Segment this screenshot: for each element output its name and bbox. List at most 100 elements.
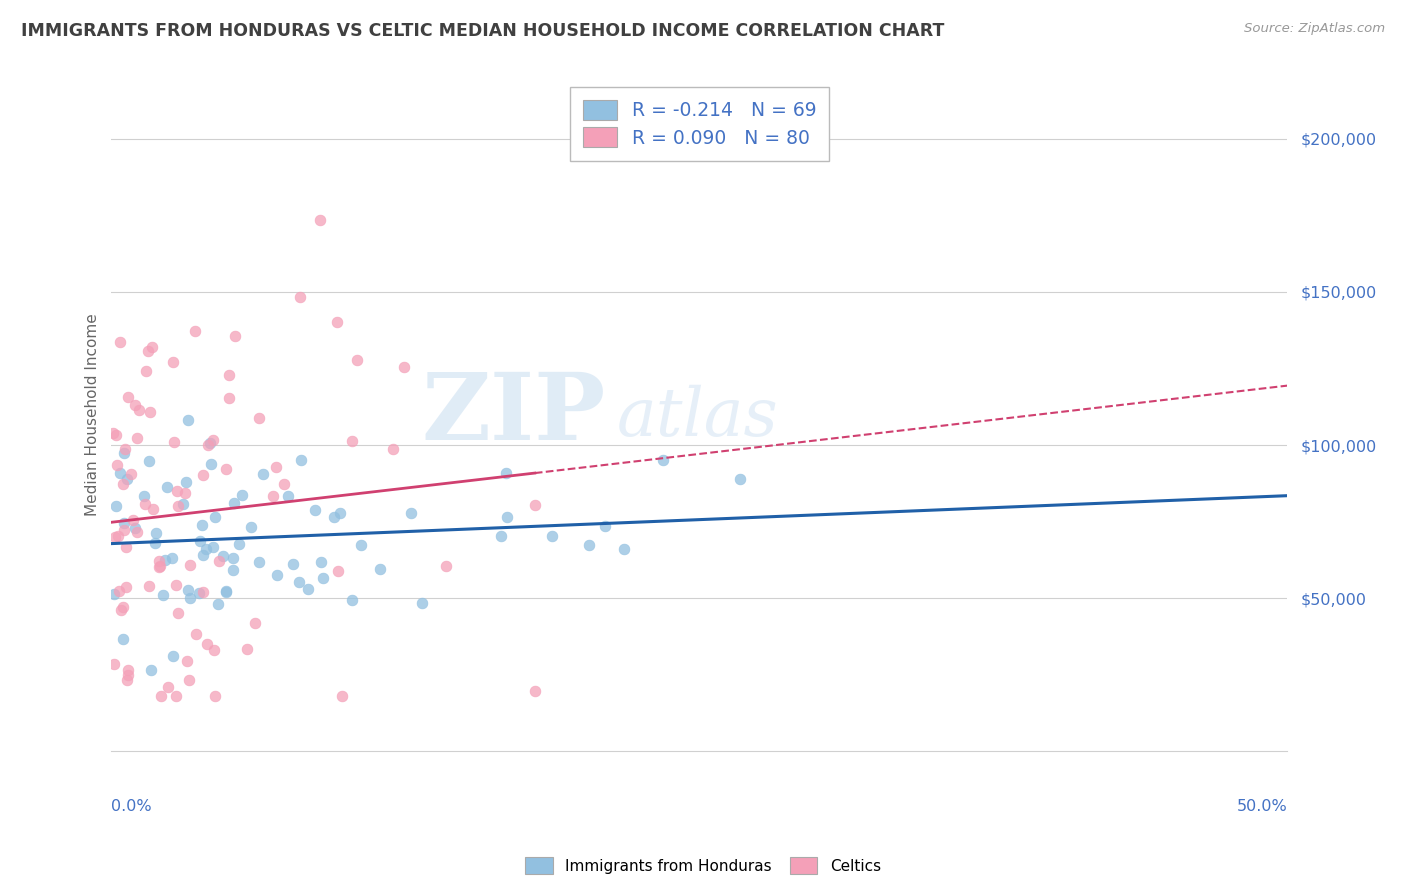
Point — [593, 519, 616, 533]
Point — [104, 530, 127, 544]
Point — [578, 538, 600, 552]
Point — [208, 554, 231, 568]
Point — [222, 563, 245, 577]
Point — [193, 467, 215, 482]
Point — [330, 690, 353, 704]
Point — [107, 529, 129, 543]
Point — [139, 663, 162, 677]
Point — [179, 591, 201, 606]
Point — [235, 642, 257, 657]
Point — [139, 405, 162, 419]
Point — [160, 550, 183, 565]
Point — [128, 403, 150, 417]
Point — [231, 488, 253, 502]
Point — [211, 549, 233, 564]
Point — [214, 461, 236, 475]
Text: atlas: atlas — [617, 385, 779, 450]
Point — [340, 434, 363, 448]
Point — [266, 568, 288, 582]
Point — [177, 673, 200, 687]
Point — [122, 513, 145, 527]
Point — [115, 541, 138, 555]
Point — [162, 355, 184, 369]
Point — [297, 582, 319, 596]
Point — [176, 475, 198, 489]
Point — [243, 616, 266, 631]
Point — [165, 578, 187, 592]
Point — [207, 597, 229, 611]
Point — [326, 315, 349, 329]
Point — [103, 657, 125, 671]
Point — [191, 548, 214, 562]
Point — [107, 584, 129, 599]
Point — [134, 497, 156, 511]
Point — [110, 603, 132, 617]
Point — [149, 690, 172, 704]
Point — [228, 537, 250, 551]
Point — [309, 212, 332, 227]
Point — [264, 459, 287, 474]
Point — [613, 542, 636, 557]
Point — [156, 480, 179, 494]
Point — [148, 560, 170, 574]
Point — [115, 673, 138, 687]
Point — [290, 453, 312, 467]
Point — [124, 398, 146, 412]
Point — [188, 586, 211, 600]
Point — [138, 344, 160, 359]
Point — [202, 643, 225, 657]
Point — [127, 431, 149, 445]
Point — [115, 580, 138, 594]
Point — [172, 497, 194, 511]
Point — [523, 498, 546, 512]
Point — [149, 559, 172, 574]
Point — [176, 583, 198, 598]
Point — [127, 524, 149, 539]
Point — [177, 413, 200, 427]
Point — [523, 683, 546, 698]
Point — [249, 411, 271, 425]
Point — [111, 632, 134, 646]
Point — [392, 359, 415, 374]
Point — [200, 457, 222, 471]
Point — [368, 562, 391, 576]
Point — [112, 516, 135, 530]
Point — [117, 667, 139, 681]
Point — [135, 364, 157, 378]
Point — [218, 368, 240, 382]
Point — [350, 538, 373, 552]
Point — [166, 484, 188, 499]
Text: 50.0%: 50.0% — [1237, 798, 1288, 814]
Point — [152, 588, 174, 602]
Point — [114, 442, 136, 456]
Point — [165, 690, 187, 704]
Point — [148, 554, 170, 568]
Point — [101, 426, 124, 441]
Point — [204, 509, 226, 524]
Point — [138, 579, 160, 593]
Point — [197, 438, 219, 452]
Point — [240, 520, 263, 534]
Point — [163, 435, 186, 450]
Point — [541, 529, 564, 543]
Point — [252, 467, 274, 482]
Point — [201, 540, 224, 554]
Point — [304, 502, 326, 516]
Point — [496, 510, 519, 524]
Point — [174, 486, 197, 500]
Point — [117, 472, 139, 486]
Point — [218, 391, 240, 405]
Point — [120, 467, 142, 481]
Y-axis label: Median Household Income: Median Household Income — [86, 313, 100, 516]
Point — [103, 587, 125, 601]
Point — [145, 525, 167, 540]
Point — [117, 663, 139, 677]
Point — [162, 648, 184, 663]
Point — [346, 353, 368, 368]
Point — [273, 476, 295, 491]
Point — [166, 499, 188, 513]
Point — [214, 585, 236, 599]
Point — [247, 555, 270, 569]
Point — [108, 334, 131, 349]
Point — [104, 428, 127, 442]
